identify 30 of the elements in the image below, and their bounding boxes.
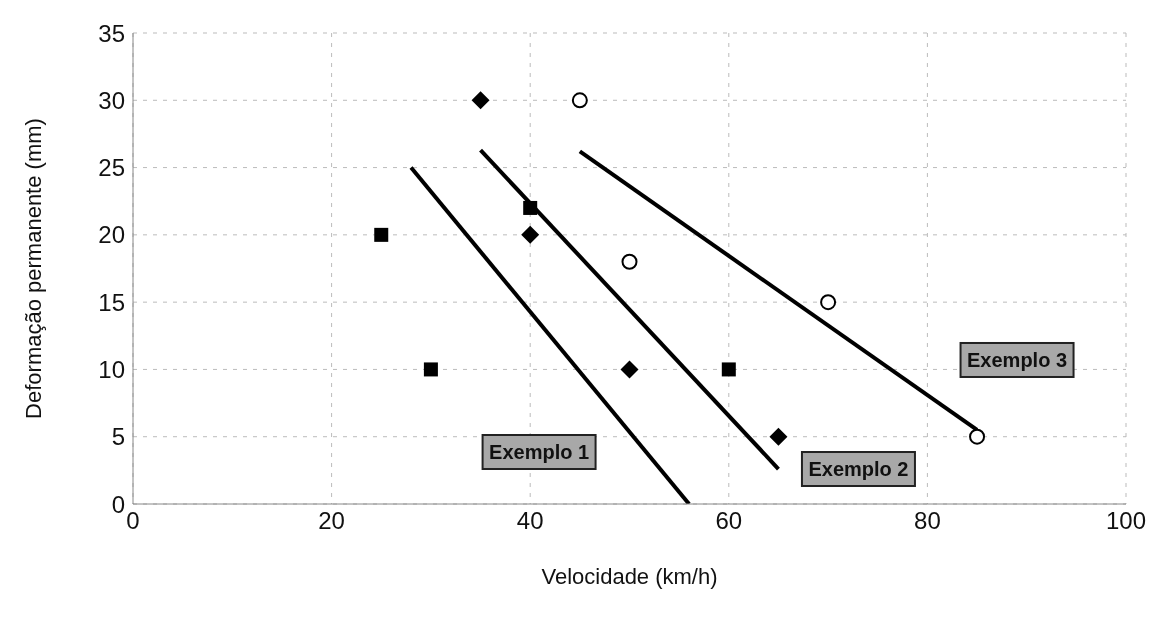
point <box>620 360 639 379</box>
point <box>721 362 736 377</box>
y-tick-label: 35 <box>98 19 125 47</box>
series-label: Exemplo 2 <box>808 458 909 481</box>
y-tick-label: 10 <box>98 355 125 383</box>
point <box>521 225 540 244</box>
x-tick-label: 20 <box>318 507 345 535</box>
x-tick-label: 40 <box>516 507 544 535</box>
y-tick-label: 25 <box>98 154 125 182</box>
y-axis-title: Deformação permanente (mm) <box>20 118 46 419</box>
y-tick-label: 0 <box>111 490 125 518</box>
point <box>423 362 438 377</box>
point <box>820 294 837 311</box>
point <box>523 200 538 215</box>
y-tick-label: 5 <box>111 423 125 451</box>
point <box>621 253 638 270</box>
y-tick-label: 20 <box>98 221 125 249</box>
point <box>969 428 986 445</box>
point <box>769 427 788 446</box>
y-tick-label: 30 <box>98 86 125 114</box>
x-axis-title: Velocidade (km/h) <box>541 564 718 589</box>
point <box>571 92 588 109</box>
y-tick-label: 15 <box>98 288 125 316</box>
x-tick-label: 100 <box>1105 507 1147 535</box>
series-label: Exemplo 1 <box>489 441 590 463</box>
x-tick-label: 60 <box>715 507 743 535</box>
x-tick-label: 80 <box>914 507 941 535</box>
point <box>374 227 389 242</box>
text: Exemplo 3 <box>967 348 1068 371</box>
point <box>471 91 490 110</box>
